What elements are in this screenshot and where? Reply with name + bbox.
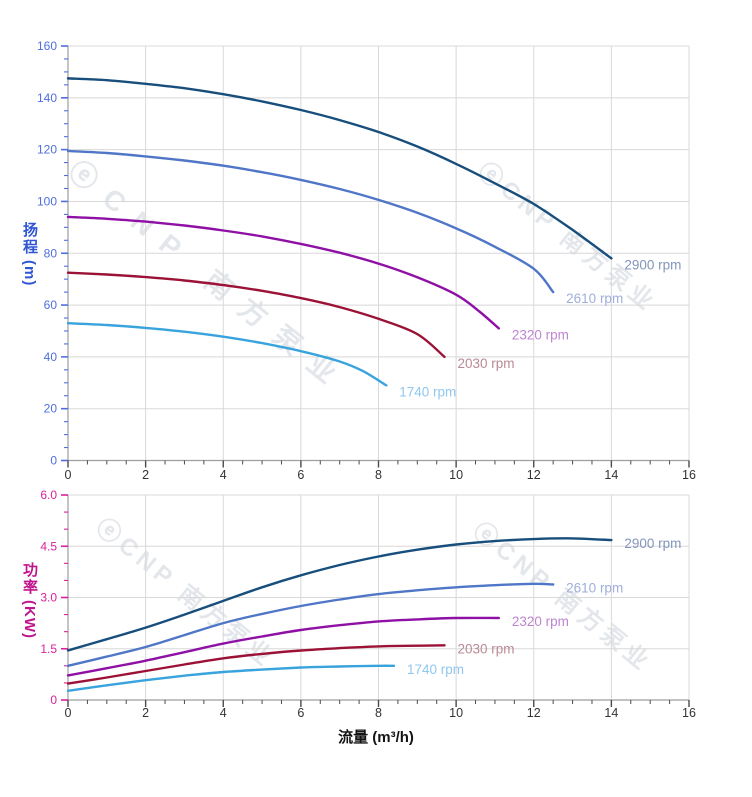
series-label-2900-rpm: 2900 rpm <box>624 536 681 551</box>
series-label-2320-rpm: 2320 rpm <box>512 614 569 629</box>
head-axis-label: 扬程 <box>21 222 38 256</box>
series-label-2610-rpm: 2610 rpm <box>566 581 623 596</box>
y-tick-label: 40 <box>44 350 58 364</box>
curve-power-vs-flow-2320-rpm <box>66 616 500 677</box>
y-tick-label: 3.0 <box>40 591 57 605</box>
series-label-2900-rpm: 2900 rpm <box>624 257 681 272</box>
x-tick-label: 2 <box>142 706 149 720</box>
x-tick-label: 0 <box>65 706 72 720</box>
curve-power-vs-flow-2030-rpm <box>66 644 446 685</box>
y-tick-label: 0 <box>50 454 57 468</box>
head-axis-unit: (m) <box>21 260 38 287</box>
x-tick-label: 4 <box>220 468 227 482</box>
y-tick-label: 1.5 <box>40 642 57 656</box>
y-tick-label: 6.0 <box>40 488 57 502</box>
series-label-1740-rpm: 1740 rpm <box>407 662 464 677</box>
curve-power-vs-flow-2900-rpm <box>66 537 613 652</box>
curve-power-vs-flow-1740-rpm <box>66 664 396 692</box>
head-axis-title: 扬程 (m) <box>21 222 38 287</box>
flow-axis-title: 流量 (m³/h) <box>338 729 414 746</box>
y-tick-label: 100 <box>37 194 57 208</box>
y-tick-label: 4.5 <box>40 539 57 553</box>
x-tick-label: 16 <box>682 468 696 482</box>
x-tick-label: 10 <box>449 468 463 482</box>
x-tick-label: 14 <box>604 468 618 482</box>
y-tick-label: 160 <box>37 39 57 53</box>
series-label-1740-rpm: 1740 rpm <box>399 384 456 399</box>
curve-head-vs-flow-2900-rpm <box>66 77 613 260</box>
curve-head-vs-flow-2320-rpm <box>66 215 500 330</box>
series-label-2320-rpm: 2320 rpm <box>512 327 569 342</box>
curve-head-vs-flow-1740-rpm <box>66 321 388 387</box>
y-tick-label: 20 <box>44 402 58 416</box>
series-label-2030-rpm: 2030 rpm <box>457 641 514 656</box>
y-tick-label: 120 <box>37 143 57 157</box>
x-tick-label: 0 <box>65 468 72 482</box>
curve-power-vs-flow-2610-rpm <box>66 582 555 668</box>
x-tick-label: 14 <box>604 706 618 720</box>
x-tick-label: 8 <box>375 468 382 482</box>
x-tick-label: 6 <box>297 468 304 482</box>
x-tick-label: 12 <box>527 706 541 720</box>
x-tick-label: 16 <box>682 706 696 720</box>
x-tick-label: 2 <box>142 468 149 482</box>
y-tick-label: 60 <box>44 298 58 312</box>
x-tick-label: 6 <box>297 706 304 720</box>
x-tick-label: 10 <box>449 706 463 720</box>
x-tick-label: 8 <box>375 706 382 720</box>
curve-head-vs-flow-2610-rpm <box>66 149 555 294</box>
curve-head-vs-flow-2030-rpm <box>66 271 446 359</box>
series-label-2610-rpm: 2610 rpm <box>566 291 623 306</box>
series-label-2030-rpm: 2030 rpm <box>457 356 514 371</box>
x-tick-label: 12 <box>527 468 541 482</box>
x-tick-label: 4 <box>220 706 227 720</box>
power-axis-title: 功率 (KW) <box>21 562 38 639</box>
y-tick-label: 80 <box>44 246 58 260</box>
power-axis-unit: (KW) <box>21 600 38 639</box>
y-tick-label: 140 <box>37 91 57 105</box>
y-tick-label: 0 <box>50 693 57 707</box>
power-axis-label: 功率 <box>21 562 38 596</box>
